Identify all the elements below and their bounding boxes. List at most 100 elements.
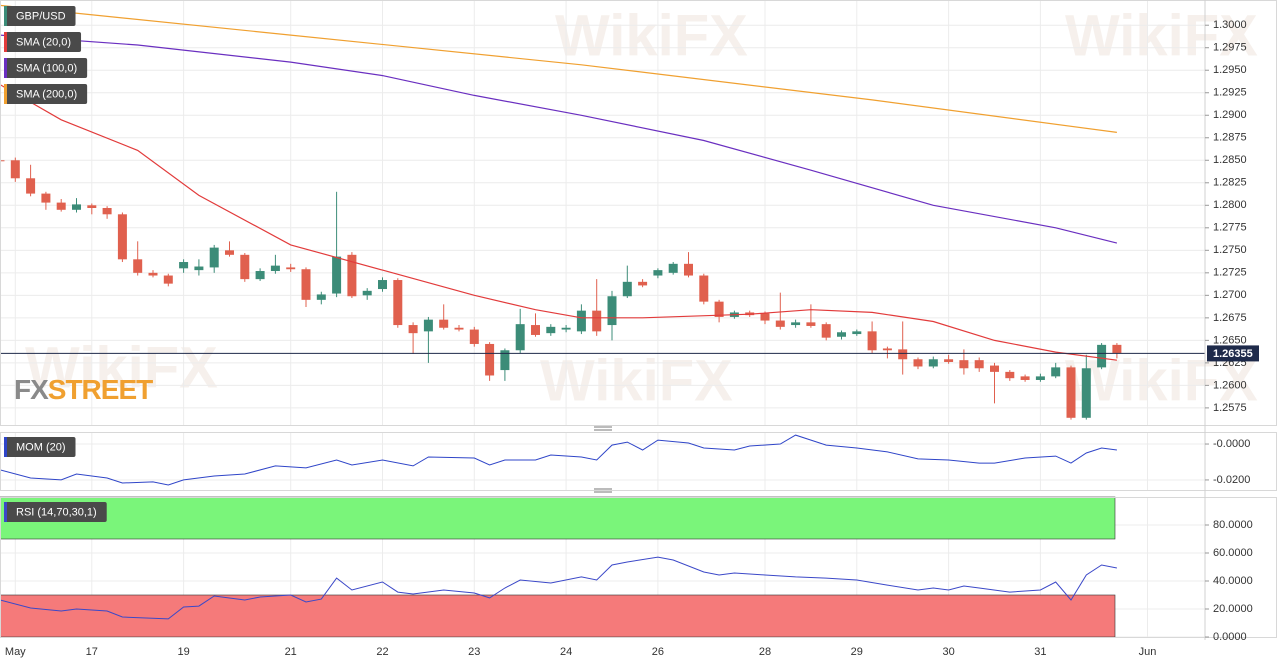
logo-fx: FX xyxy=(14,374,49,405)
x-tick-label: 31 xyxy=(1034,646,1046,658)
candle-body xyxy=(1112,344,1122,353)
candle-body xyxy=(1066,367,1076,418)
candle-body xyxy=(87,205,97,208)
indicator-line xyxy=(0,556,1117,620)
candle-body xyxy=(867,331,877,351)
legend-box xyxy=(4,6,76,26)
candle-body xyxy=(638,281,648,286)
x-tick-label: Jun xyxy=(1139,646,1157,658)
legend-box xyxy=(4,502,107,522)
candle-body xyxy=(821,324,831,338)
candle-body xyxy=(898,349,908,360)
y-tick-label: -0.0000 xyxy=(1213,438,1250,450)
x-tick-label: 19 xyxy=(177,646,189,658)
candle-body xyxy=(133,259,143,273)
last-price-label: 1.26355 xyxy=(1213,348,1253,360)
candle-body xyxy=(699,275,709,302)
candle-body xyxy=(882,348,892,351)
candle-body xyxy=(974,360,984,369)
x-tick-label: 28 xyxy=(759,646,771,658)
last-price-box xyxy=(1207,345,1259,362)
y-tick-label: 20.0000 xyxy=(1213,603,1253,615)
candle-body xyxy=(531,325,540,335)
candle-body xyxy=(791,322,801,326)
y-tick-label: -0.0200 xyxy=(1213,474,1250,486)
candle-body xyxy=(102,207,112,215)
legend-stripe xyxy=(4,84,7,104)
legend-box xyxy=(4,32,82,52)
y-tick-label: 1.2800 xyxy=(1213,199,1247,211)
candle-body xyxy=(41,193,51,203)
candle-body xyxy=(469,329,479,344)
legend-stripe xyxy=(4,6,7,26)
legend-box xyxy=(4,84,88,104)
candle-body xyxy=(423,319,433,332)
candle-body xyxy=(332,256,342,294)
candle-body xyxy=(546,326,556,334)
y-tick-label: 1.2700 xyxy=(1213,289,1247,301)
watermarks: WikiFX WikiFX WikiFX WikiFX WikiFX xyxy=(25,3,1258,413)
candle-body xyxy=(194,266,204,271)
candle-body xyxy=(393,280,403,326)
sma-line xyxy=(0,4,1117,133)
candle-body xyxy=(1005,371,1015,379)
y-tick-label: 40.0000 xyxy=(1213,575,1253,587)
candle-body xyxy=(607,296,617,326)
legend-label: RSI (14,70,30,1) xyxy=(16,506,97,518)
y-tick-label: 1.2950 xyxy=(1213,64,1247,76)
candle-body xyxy=(1020,376,1030,380)
legend-label: SMA (200,0) xyxy=(16,88,77,100)
candle-body xyxy=(913,359,923,367)
y-tick-label: 80.0000 xyxy=(1213,519,1253,531)
x-tick-label: 22 xyxy=(376,646,388,658)
candle-body xyxy=(148,272,158,276)
indicator-line xyxy=(0,434,1117,486)
x-tick-label: 29 xyxy=(851,646,863,658)
candle-body xyxy=(0,160,5,162)
y-tick-label: 1.2850 xyxy=(1213,154,1247,166)
x-tick-label: 26 xyxy=(652,646,664,658)
legend-label: SMA (20,0) xyxy=(16,36,71,48)
candle-body xyxy=(668,263,678,273)
candle-body xyxy=(561,327,571,330)
candle-body xyxy=(255,271,265,280)
candle-body xyxy=(316,294,326,300)
candle-body xyxy=(576,310,586,332)
candle-body xyxy=(72,204,81,210)
candle-body xyxy=(179,262,189,269)
candle-body xyxy=(286,267,296,270)
y-tick-label: 1.3000 xyxy=(1213,19,1247,31)
x-tick-label: 24 xyxy=(560,646,572,658)
candle-body xyxy=(56,202,66,210)
candle-body xyxy=(163,275,173,284)
watermark: WikiFX xyxy=(555,3,748,68)
legend-stripe xyxy=(4,58,7,78)
candle-body xyxy=(439,319,449,328)
candle-body xyxy=(837,332,846,337)
rsi-zone xyxy=(0,594,1116,638)
candle-body xyxy=(928,359,938,367)
y-tick-label: 1.2750 xyxy=(1213,244,1247,256)
candle-body xyxy=(592,310,602,332)
sma-line xyxy=(0,34,1118,244)
candle-body xyxy=(653,270,663,276)
legend-box xyxy=(4,58,88,78)
candle-body xyxy=(26,178,36,194)
candle-body xyxy=(852,331,862,335)
logo-street: STREET xyxy=(48,374,153,405)
x-tick-label: 30 xyxy=(942,646,954,658)
candle-body xyxy=(515,324,525,351)
y-tick-label: 0.0000 xyxy=(1213,631,1247,643)
y-tick-label: 1.2775 xyxy=(1213,222,1247,234)
watermark: WikiFX xyxy=(1065,3,1258,68)
logo: FXSTREET xyxy=(14,374,153,405)
candle-body xyxy=(1035,376,1045,380)
candle-body xyxy=(1051,367,1061,377)
y-tick-label: 1.2925 xyxy=(1213,87,1247,99)
y-tick-label: 1.2875 xyxy=(1213,132,1247,144)
candle-body xyxy=(485,343,495,376)
candle-body xyxy=(408,325,418,334)
